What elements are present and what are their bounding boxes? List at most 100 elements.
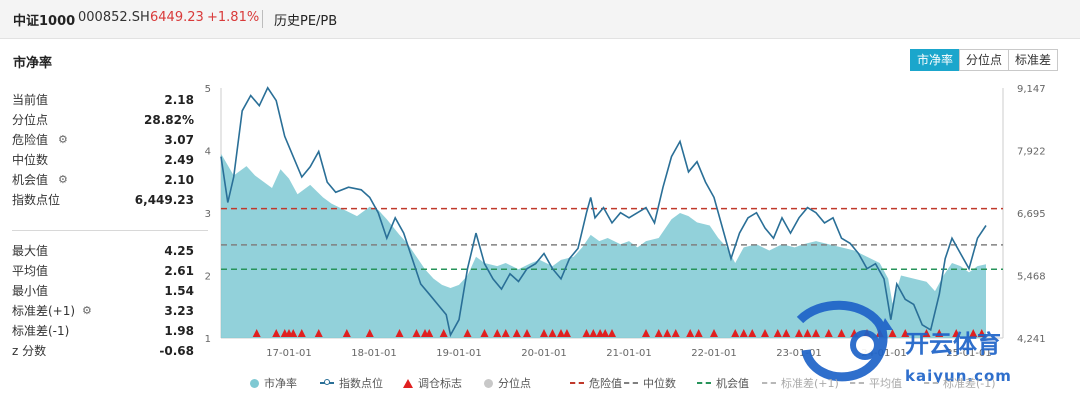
stat-label: 中位数: [12, 153, 49, 167]
left-axis-tick-label: 1: [205, 334, 211, 345]
rebalance-signal-marker: [671, 329, 680, 337]
stat-value: 2.49: [164, 153, 194, 167]
rebalance-signal-marker: [548, 329, 557, 337]
x-axis-tick-label: 18-01-01: [351, 348, 396, 359]
toggle-percentile-button[interactable]: 分位点: [959, 49, 1010, 71]
stat-value: 2.10: [164, 173, 194, 187]
left-axis-tick-label: 4: [205, 147, 211, 158]
rebalance-signal-marker: [314, 329, 323, 337]
rebalance-signal-marker: [425, 329, 434, 337]
legend-label: 调仓标志: [418, 377, 462, 390]
rebalance-signal-marker: [596, 329, 605, 337]
stat-row: z 分数 -0.68: [12, 341, 194, 361]
rebalance-signal-marker: [663, 329, 672, 337]
rebalance-signal-marker: [654, 329, 663, 337]
index-price: 6449.23: [150, 10, 204, 25]
stat-value: 3.07: [164, 133, 194, 147]
stat-row: 标准差(+1) ⚙ 3.23: [12, 301, 194, 321]
rebalance-signal-marker: [888, 329, 897, 337]
index-header-bar: 中证1000 000852.SH 6449.23 +1.81% 历史PE/PB: [0, 0, 1080, 39]
rebalance-signal-marker: [782, 329, 791, 337]
legend-item[interactable]: 平均值: [850, 375, 902, 391]
history-pe-pb-link[interactable]: 历史PE/PB: [274, 14, 338, 29]
rebalance-signal-marker: [795, 329, 803, 337]
right-axis-tick-label: 6,695: [1017, 209, 1046, 220]
header-divider: [262, 10, 263, 28]
legend-label: 危险值: [589, 377, 622, 390]
rebalance-signal-marker: [540, 329, 548, 337]
rebalance-signal-marker: [731, 329, 740, 337]
pb-area-series: [221, 153, 986, 338]
rebalance-signal-marker: [395, 329, 404, 337]
legend-label: 指数点位: [339, 377, 383, 390]
x-axis-tick-label: 23-01-01: [776, 348, 821, 359]
rebalance-signal-marker: [412, 329, 421, 337]
stat-label: 机会值: [12, 173, 49, 187]
legend-item[interactable]: 标准差(+1): [762, 375, 839, 391]
legend-item[interactable]: 指数点位: [320, 375, 383, 391]
rebalance-signal-marker: [608, 329, 616, 337]
rebalance-signal-marker: [589, 329, 598, 337]
stat-row: 当前值 2.18: [12, 90, 194, 110]
stats-panel-summary: 最大值 4.25 平均值 2.61 最小值 1.54 标准差(+1) ⚙ 3.23 标准差(-1)…: [12, 241, 194, 361]
x-axis-tick-label: 22-01-01: [691, 348, 736, 359]
rebalance-signal-marker: [977, 329, 986, 337]
legend-item[interactable]: 中位数: [624, 375, 676, 391]
settings-gear-icon[interactable]: ⚙: [58, 133, 68, 146]
rebalance-signal-marker: [463, 329, 472, 337]
left-axis-tick-label: 3: [205, 209, 211, 220]
rebalance-signal-marker: [969, 329, 978, 337]
legend-item[interactable]: 调仓标志: [403, 375, 462, 391]
legend-item[interactable]: 分位点: [484, 375, 531, 391]
stat-value: 6,449.23: [134, 193, 194, 207]
rebalance-signal-marker: [824, 329, 833, 337]
stat-value: 1.54: [164, 284, 194, 298]
index-code: 000852.SH: [78, 10, 150, 25]
rebalance-signal-marker: [523, 329, 531, 337]
rebalance-signal-marker: [557, 329, 565, 337]
legend-dot-icon: [250, 378, 259, 388]
toggle-stddev-button[interactable]: 标准差: [1008, 49, 1059, 71]
settings-gear-icon[interactable]: ⚙: [58, 173, 68, 186]
rebalance-signal-marker: [562, 329, 571, 337]
stat-row: 最大值 4.25: [12, 241, 194, 261]
rebalance-signal-marker: [480, 329, 489, 337]
chart-legend: 市净率 指数点位 调仓标志 分位点 危险值 中位数 机会值 标准差(+1) 平均值 标准差(-1): [0, 370, 1080, 392]
rebalance-signal-marker: [935, 329, 944, 337]
rebalance-signal-marker: [761, 329, 769, 337]
rebalance-signal-marker: [272, 329, 281, 337]
stat-label: 当前值: [12, 93, 49, 107]
x-axis-tick-label: 25-01-01: [946, 348, 991, 359]
legend-label: 标准差(+1): [781, 377, 839, 390]
stat-row: 平均值 2.61: [12, 261, 194, 281]
legend-item[interactable]: 标准差(-1): [924, 375, 996, 391]
rebalance-signal-marker: [512, 329, 521, 337]
legend-label: 标准差(-1): [943, 377, 996, 390]
stat-row: 指数点位 6,449.23: [12, 190, 194, 210]
settings-gear-icon[interactable]: ⚙: [82, 304, 92, 317]
stat-label: 最大值: [12, 244, 49, 258]
x-axis-tick-label: 21-01-01: [606, 348, 651, 359]
legend-triangle-icon: [403, 378, 413, 388]
stat-label: 最小值: [12, 284, 49, 298]
legend-label: 市净率: [264, 377, 297, 390]
legend-item[interactable]: 机会值: [697, 375, 749, 391]
rebalance-signal-marker: [952, 329, 961, 337]
stat-row: 危险值 ⚙ 3.07: [12, 130, 194, 150]
left-axis-tick-label: 5: [205, 84, 211, 95]
rebalance-signal-marker: [493, 329, 502, 337]
legend-dash-icon: [624, 382, 638, 384]
stat-label: 平均值: [12, 264, 49, 278]
rebalance-signal-marker: [837, 329, 846, 337]
right-axis-tick-label: 9,147: [1017, 84, 1046, 95]
toggle-pb-button[interactable]: 市净率: [910, 49, 961, 71]
x-axis-tick-label: 19-01-01: [436, 348, 481, 359]
legend-item[interactable]: 市净率: [250, 375, 297, 391]
stat-value: 1.98: [164, 324, 194, 338]
legend-item[interactable]: 危险值: [570, 375, 622, 391]
stat-row: 中位数 2.49: [12, 150, 194, 170]
legend-label: 平均值: [869, 377, 902, 390]
legend-dash-icon: [697, 382, 711, 384]
rebalance-signal-marker: [922, 329, 931, 337]
